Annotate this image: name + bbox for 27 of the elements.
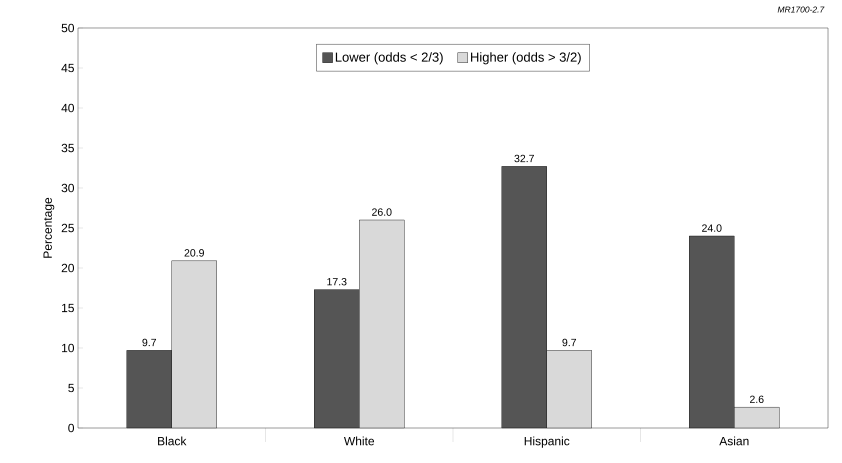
legend-label: Lower (odds < 2/3): [336, 52, 443, 64]
y-tick-label: 45: [61, 64, 74, 72]
data-label: 9.7: [142, 338, 156, 346]
y-tick-label: 25: [62, 224, 74, 232]
text: MR1700-2.7: [778, 6, 824, 13]
x-tick-label: White: [344, 436, 374, 446]
y-tick-label: 0: [68, 424, 74, 432]
y-tick-label: 40: [61, 104, 74, 112]
y-tick-label: 50: [62, 24, 74, 32]
y-tick-label: 35: [62, 144, 74, 152]
data-label: 17.3: [327, 278, 347, 286]
y-tick-label: 10: [62, 344, 74, 352]
data-label: 26.0: [372, 208, 392, 216]
x-tick-label: Hispanic: [524, 436, 570, 448]
y-tick-label: 15: [62, 304, 74, 312]
y-tick-label: 5: [68, 384, 74, 392]
y-tick-label: 20: [62, 264, 74, 272]
data-label: 9.7: [562, 338, 576, 346]
y-axis-title: Percentage: [44, 198, 54, 258]
data-label: 20.9: [184, 249, 204, 257]
data-label: 24.0: [702, 224, 722, 232]
data-label: 2.6: [750, 396, 764, 404]
legend-label: Higher (odds > 3/2): [471, 52, 581, 64]
x-tick-label: Asian: [719, 436, 748, 446]
data-label: 32.7: [514, 154, 534, 162]
y-tick-label: 30: [62, 184, 74, 192]
x-tick-label: Black: [158, 436, 186, 446]
